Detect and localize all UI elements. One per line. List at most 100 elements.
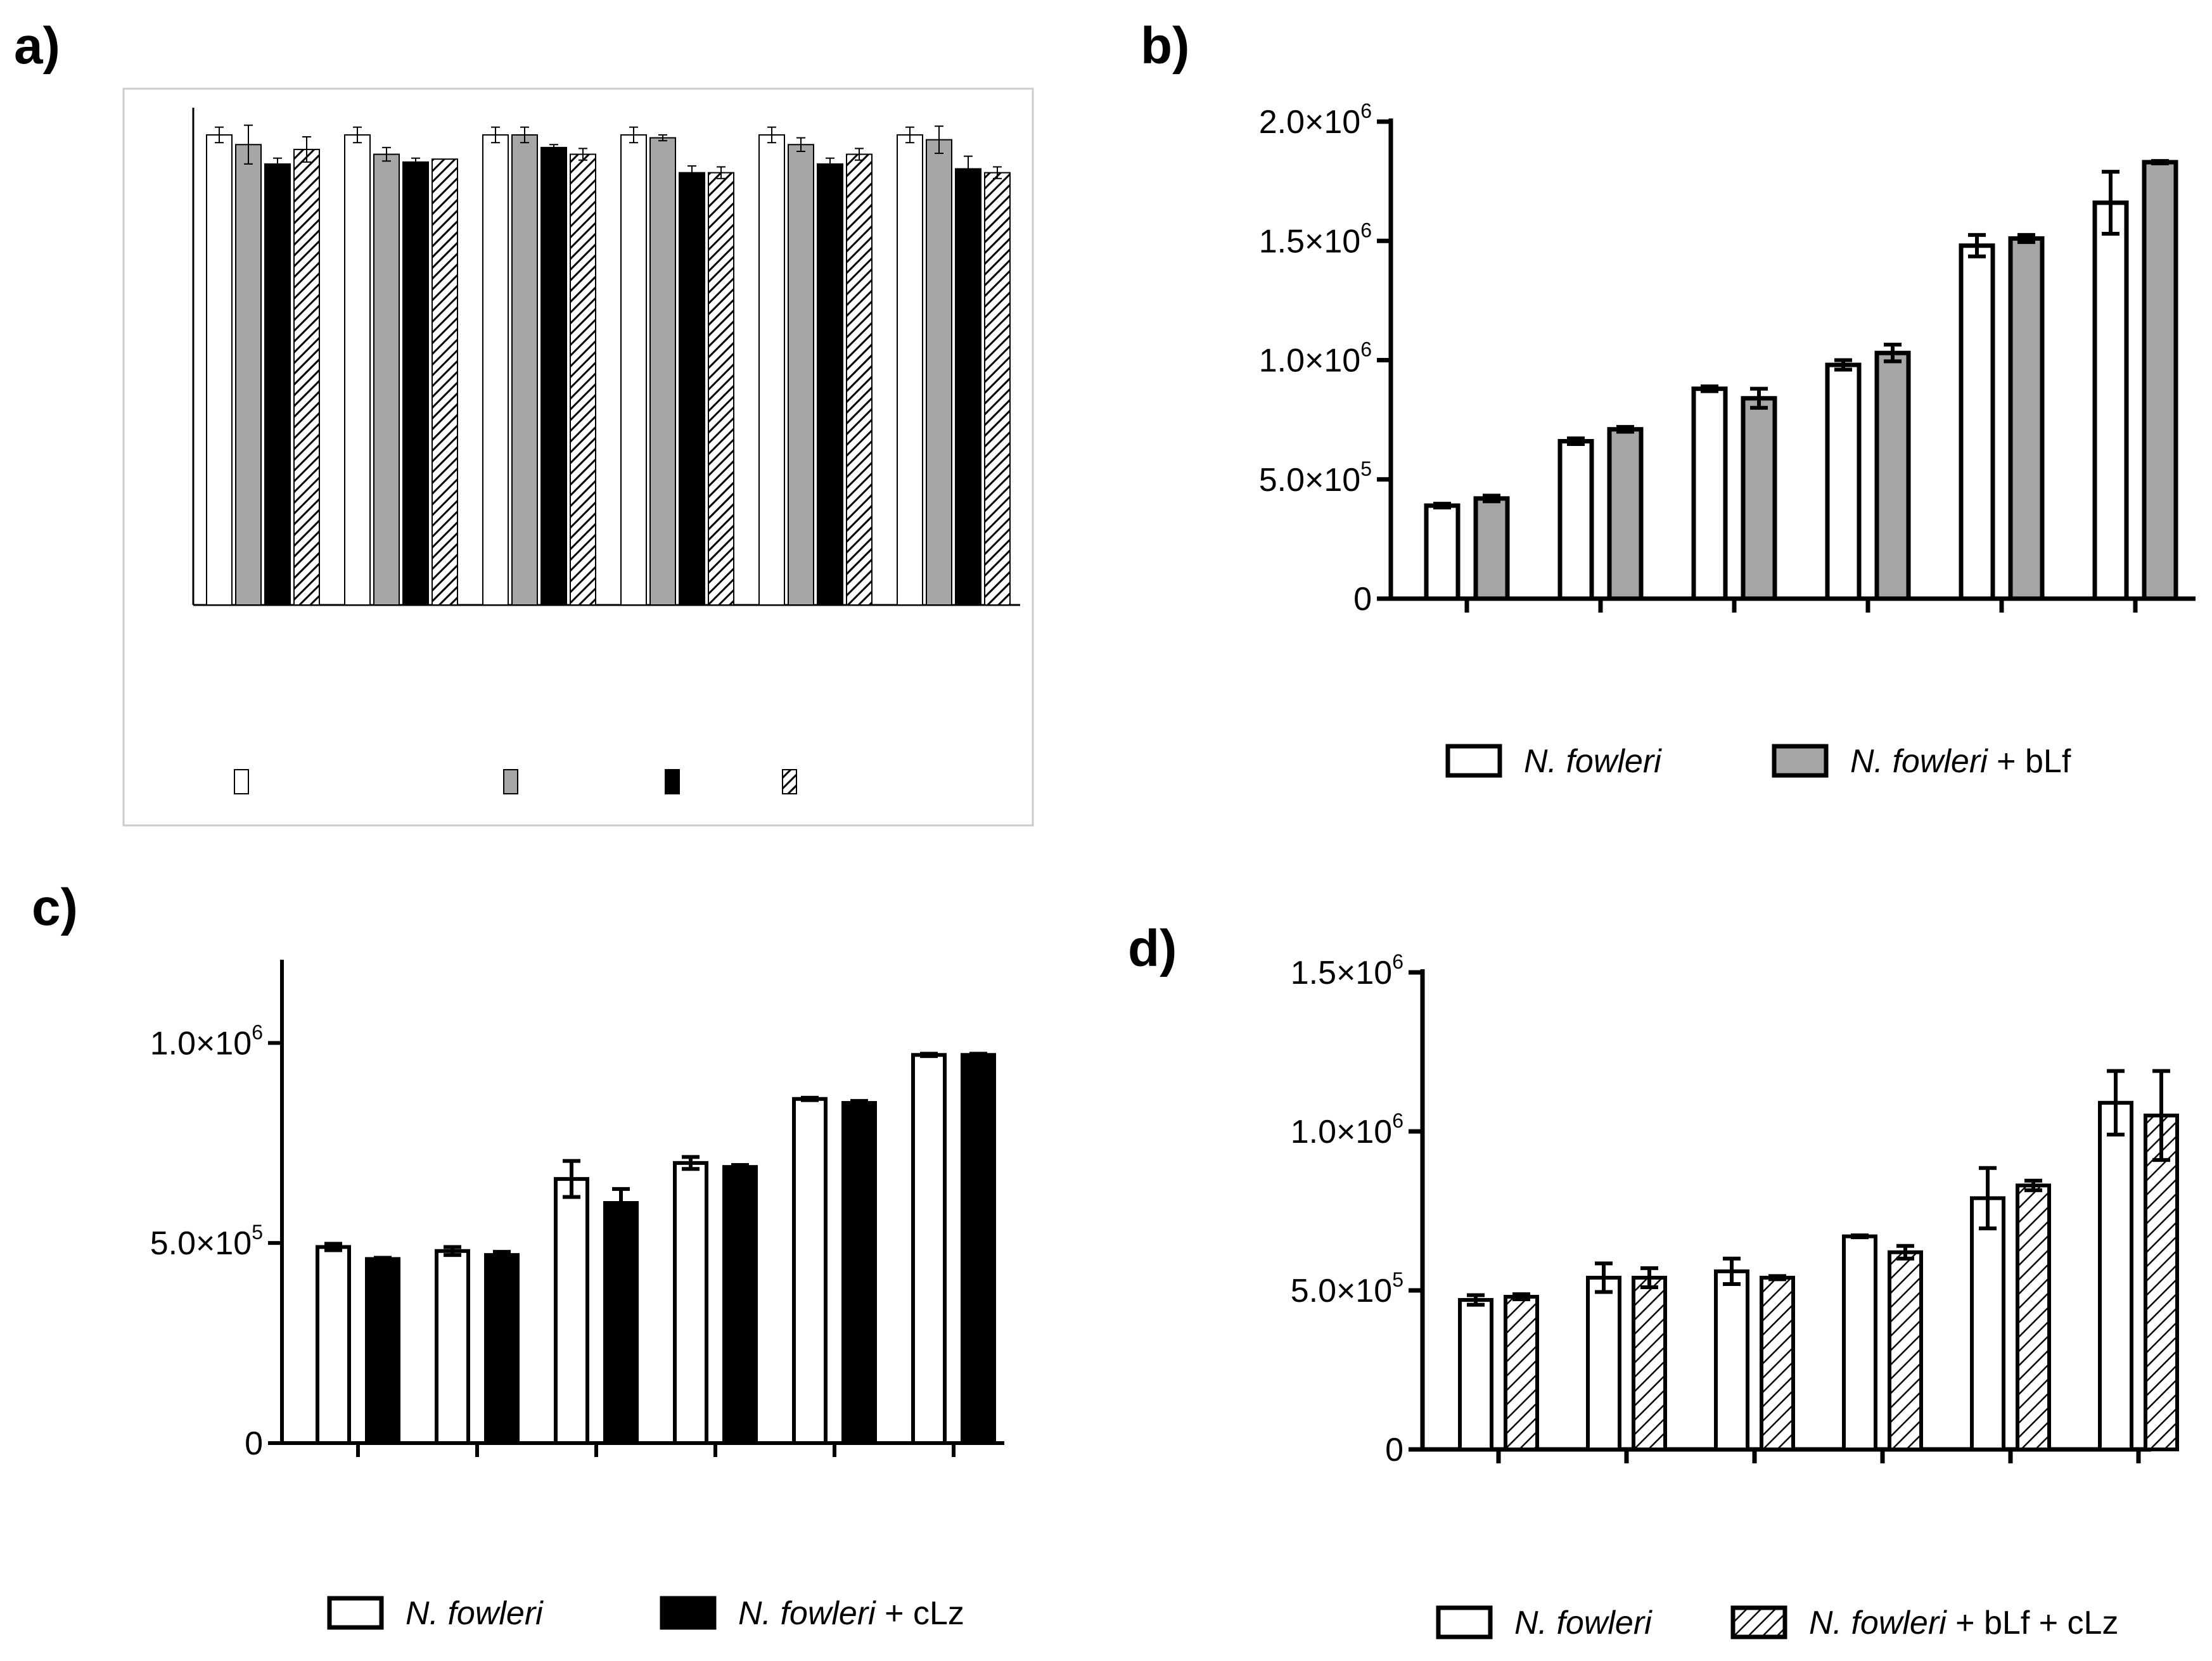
bar-black-t12 [722,1165,758,1446]
y-tick-mantissa: 0 [1385,1432,1403,1468]
y-tick-mantissa: 5.0×10 [1259,462,1361,499]
panel-label-a: a) [14,17,60,75]
bar-black-t18 [841,1101,877,1446]
bar-white-t0 [1458,1298,1493,1452]
bar-hatch-t6 [1760,1275,1795,1452]
bar-white-t24 [897,134,923,606]
bar-white-t0 [316,1245,351,1445]
legend-swatch [660,1596,717,1630]
legend-species: N. fowleri [1524,743,1662,780]
y-tick-mantissa: 1.0×10 [1291,1114,1393,1150]
y-tick-exponent: 5 [1392,1268,1403,1291]
bar-white-t0 [206,134,233,606]
legend-label: N. fowleri [1524,743,1662,780]
bar-hatch-t24 [984,172,1011,606]
bar-white-t24 [2098,1100,2133,1451]
bar-hatch-t3 [432,158,458,606]
legend-treatment: + bLf + cLz [1947,1605,2119,1641]
legend-swatch [665,769,680,794]
bar-white-t18 [1959,243,1995,601]
y-tick-label: 1.5×106 [1259,219,1372,260]
bar-black-t0 [264,163,291,606]
legend-treatment: + cLz [876,1595,964,1632]
y-tick-exponent: 6 [252,1021,263,1043]
bar-grey-t12 [649,137,676,606]
bar-black-t24 [955,168,981,606]
legend-label: N. fowleri + bLf [1850,743,2071,780]
bar-grey-t6 [1741,396,1777,601]
bar-hatch-t18 [2016,1183,2051,1451]
bar-black-t6 [540,146,567,606]
bar-white-t3 [344,134,371,606]
bar-hatch-t12 [708,172,734,606]
bar-white-t6 [554,1177,589,1445]
legend-treatment: + bLf [1988,743,2071,780]
bar-black-t3 [402,161,429,606]
panel-label-d: d) [1128,920,1177,977]
legend-label: N. fowleri [1514,1605,1653,1641]
bar-grey-t24 [926,139,952,606]
legend-label: N. fowleri + cLz [738,1595,964,1632]
bar-grey-t3 [1607,427,1644,601]
y-tick-label: 5.0×105 [150,1221,263,1262]
legend-species: N. fowleri [1850,743,1988,780]
bar-hatch-t12 [1888,1250,1923,1451]
bar-black-t3 [484,1253,520,1446]
bar-black-t6 [603,1201,639,1445]
y-tick-mantissa: 1.5×10 [1291,955,1393,991]
panel-label-c: c) [32,879,78,936]
y-tick-exponent: 6 [1392,950,1403,973]
bar-hatch-t6 [570,153,596,606]
y-tick-exponent: 5 [1360,457,1372,480]
bar-white-t0 [1424,503,1461,601]
bar-grey-t24 [2142,160,2178,601]
legend-swatch [1436,1605,1493,1639]
bar-black-t12 [679,172,705,606]
bar-black-t24 [961,1053,996,1445]
bar-white-t18 [758,134,785,606]
y-tick-mantissa: 2.0×10 [1259,104,1361,141]
panel-label-b: b) [1141,17,1189,75]
bar-grey-t6 [511,134,538,606]
bar-black-t0 [365,1257,400,1446]
bar-white-t6 [482,134,509,606]
bar-white-t6 [1691,386,1728,601]
legend-swatch [327,1596,384,1630]
legend-swatch [782,769,797,794]
bar-white-t12 [1825,362,1862,601]
bar-hatch-t3 [1632,1275,1667,1452]
y-tick-mantissa: 5.0×10 [1291,1273,1393,1309]
bar-white-t3 [1557,439,1594,601]
bar-white-t18 [792,1097,828,1446]
bar-white-t24 [2092,200,2129,601]
bar-white-t3 [1586,1275,1621,1452]
y-tick-exponent: 6 [1392,1109,1403,1132]
y-tick-label: 1.5×106 [1291,950,1403,991]
y-tick-label: 0 [245,1425,263,1462]
legend-species: N. fowleri [1809,1605,1947,1641]
legend-swatch [503,769,518,794]
bar-white-t6 [1714,1269,1749,1451]
legend-label: N. fowleri + bLf + cLz [1809,1605,2118,1641]
y-tick-label: 1.0×106 [1291,1109,1403,1150]
bar-white-t12 [673,1161,708,1446]
y-tick-label: 1.0×106 [1259,338,1372,379]
y-tick-exponent: 6 [1360,99,1372,122]
bar-hatch-t0 [1504,1295,1539,1452]
chart-a-viability [192,108,1020,794]
bar-grey-t3 [373,153,400,606]
bar-hatch-t0 [293,148,320,606]
legend-species: N. fowleri [406,1595,544,1632]
legend-species: N. fowleri [1514,1605,1653,1641]
y-tick-label: 0 [1353,581,1372,618]
y-tick-mantissa: 0 [1353,581,1372,618]
bar-white-t12 [620,134,647,606]
bar-white-t3 [435,1249,470,1446]
panel-a-frame [122,87,1034,827]
legend-swatch [1445,744,1502,778]
y-tick-exponent: 6 [1360,338,1372,361]
y-tick-exponent: 5 [252,1221,263,1244]
bar-hatch-t24 [2144,1113,2179,1451]
